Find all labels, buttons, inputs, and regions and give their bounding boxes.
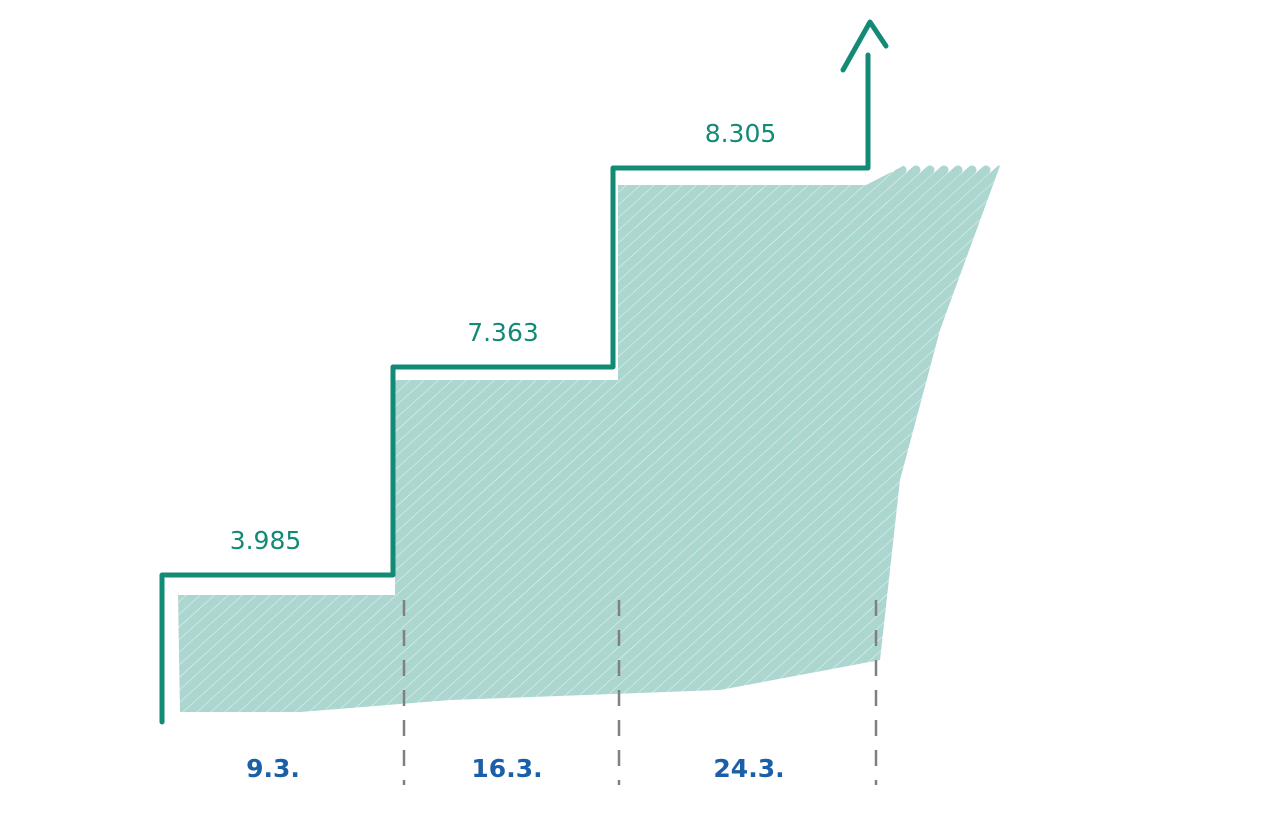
hatch-stroke: [347, 165, 977, 712]
hatch-stroke: [935, 165, 1035, 712]
step-line: [159, 52, 871, 725]
hatch-stroke: [1108, 170, 1280, 730]
hatch-stroke: [389, 165, 1019, 712]
hatch-stroke: [178, 165, 753, 712]
hatch-stroke: [178, 165, 795, 712]
hatch-stroke: [178, 165, 179, 712]
hatch-stroke: [571, 165, 1035, 712]
hatch-stroke: [473, 165, 1035, 712]
hatch-stroke: [1019, 165, 1035, 712]
hatch-stroke: [361, 165, 991, 712]
hatch-stroke: [921, 165, 1035, 712]
hatch-stroke: [1234, 170, 1280, 730]
hatch-stroke: [277, 165, 907, 712]
hatch-stroke: [417, 165, 1035, 712]
hatch-stroke: [291, 165, 921, 712]
hatch-stroke: [1192, 170, 1280, 730]
hatch-stroke: [207, 165, 837, 712]
hatch-stroke: [305, 165, 935, 712]
hatch-stroke: [543, 165, 1035, 712]
value-label: 3.985: [230, 526, 302, 555]
date-label: 16.3.: [471, 754, 542, 783]
hatch-stroke: [1220, 170, 1280, 730]
hatch-stroke: [1033, 165, 1035, 712]
hatch-stroke: [1262, 170, 1280, 730]
hatch-stroke: [221, 165, 851, 712]
date-label: 24.3.: [713, 754, 784, 783]
hatch-stroke: [403, 165, 1033, 712]
hatch-stroke: [739, 165, 1035, 712]
hatch-stroke: [178, 165, 207, 712]
hatch-stroke: [1164, 170, 1280, 730]
hatch-stroke: [1066, 170, 1280, 730]
hatch-stroke: [949, 165, 1035, 712]
hatch-stroke: [319, 165, 949, 712]
hatch-stroke: [1122, 170, 1280, 730]
hatch-stroke: [0, 170, 160, 730]
hatch-stroke: [445, 165, 1035, 712]
hatch-stroke: [179, 165, 809, 712]
hatch-stroke: [431, 165, 1035, 712]
hatch-stroke: [178, 165, 767, 712]
hatch-stroke: [487, 165, 1035, 712]
hatch-stroke: [977, 165, 1035, 712]
hatch-stroke: [991, 165, 1035, 712]
hatch-stroke: [515, 165, 1035, 712]
hatch-stroke: [1094, 170, 1280, 730]
value-label: 7.363: [467, 318, 539, 347]
hatch-stroke: [333, 165, 963, 712]
hatch-stroke: [725, 165, 1035, 712]
date-label: 9.3.: [246, 754, 300, 783]
hatch-stroke: [585, 165, 1035, 712]
hatch-stroke: [1248, 170, 1280, 730]
hatch-stroke: [1005, 165, 1035, 712]
hatch-stroke: [557, 165, 1035, 712]
hatch-stroke: [529, 165, 1035, 712]
hatch-stroke: [501, 165, 1035, 712]
hatch-stroke: [1052, 170, 1280, 730]
hatch-stroke: [375, 165, 1005, 712]
hatch-stroke: [1276, 170, 1280, 730]
hatch-stroke: [1150, 170, 1280, 730]
hatch-stroke: [178, 165, 739, 712]
hatch-stroke: [249, 165, 879, 712]
hatch-stroke: [1080, 170, 1280, 730]
arrow-up-icon: [840, 19, 889, 73]
hatch-stroke: [459, 165, 1035, 712]
hatch-stroke: [235, 165, 865, 712]
hatch-stroke: [193, 165, 823, 712]
hatch-stroke: [1136, 170, 1280, 730]
value-label: 8.305: [705, 119, 777, 148]
hatch-stroke: [753, 165, 1035, 712]
hatch-stroke: [1178, 170, 1280, 730]
scribble-fill: [0, 165, 1280, 730]
hatch-stroke: [1206, 170, 1280, 730]
hatch-stroke: [963, 165, 1035, 712]
hatch-stroke: [178, 165, 781, 712]
hatch-stroke: [263, 165, 893, 712]
